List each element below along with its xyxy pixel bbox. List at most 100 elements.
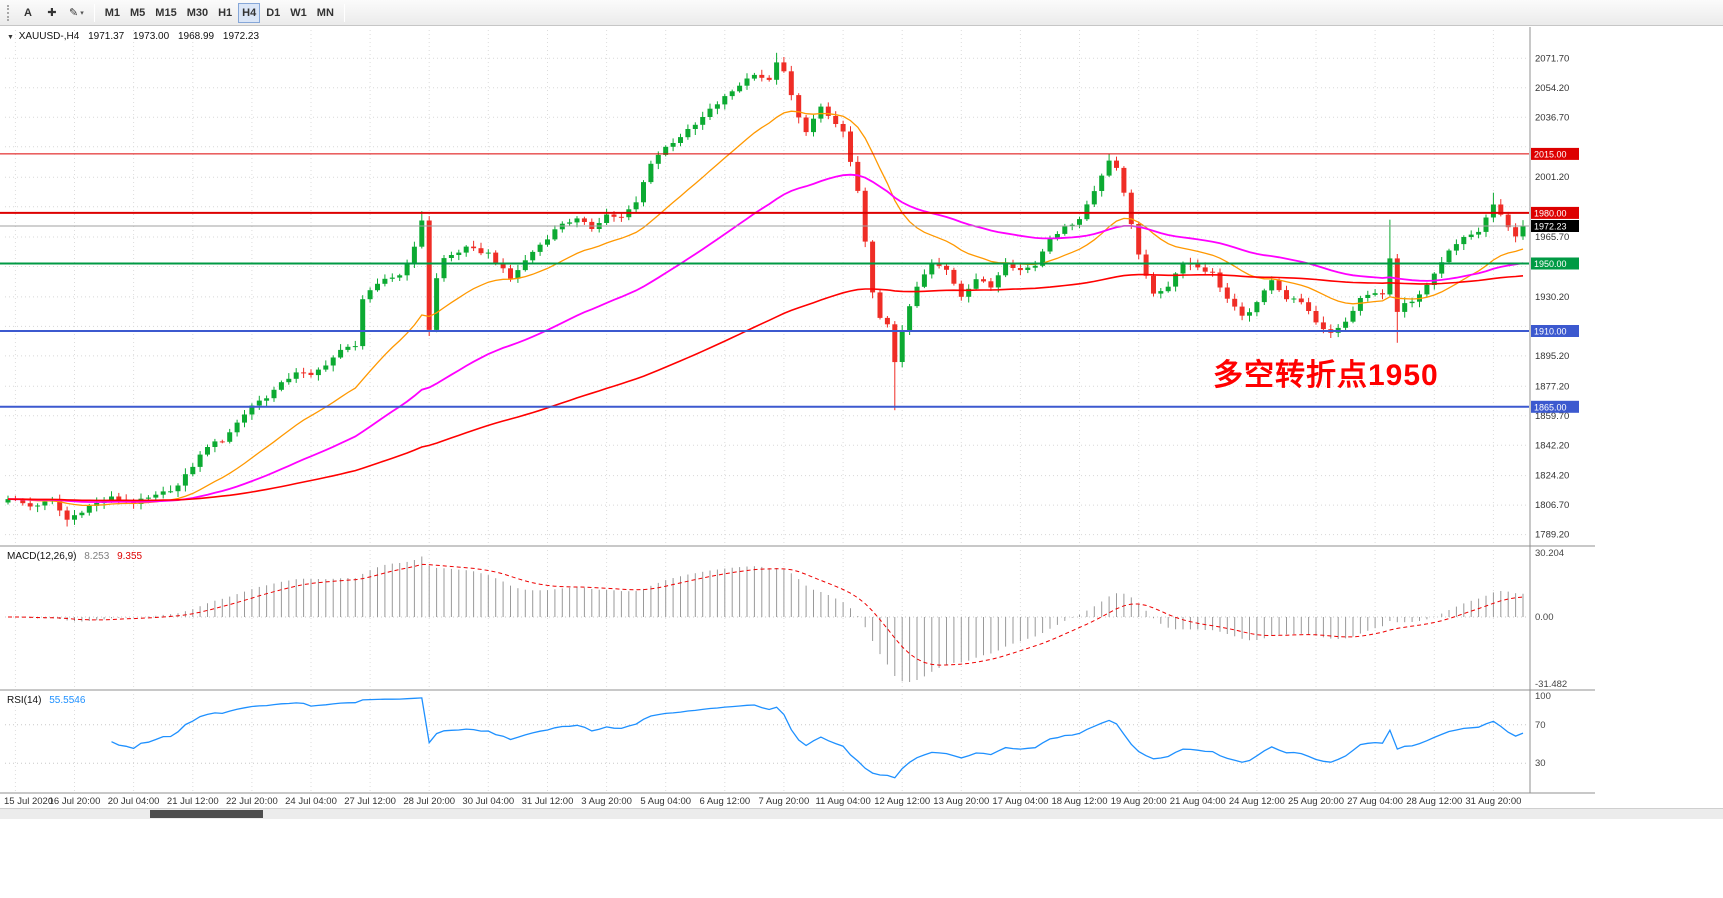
horizontal-level-lines[interactable] [0,153,1529,408]
price-tick-label: 1824.20 [1535,471,1569,482]
level-1910.00-box [1531,325,1579,337]
tool-buttons: A ✚ ✎ ▾ [16,3,89,23]
price-tick-label: 1789.20 [1535,530,1569,541]
grid [5,30,1529,792]
time-tick-label: 3 Aug 20:00 [581,796,632,807]
medium-ma-line [7,173,1524,503]
timeframe-button-d1[interactable]: D1 [266,6,281,19]
rsi-indicator-label: RSI(14) 55.5546 [7,695,90,706]
toolbar-separator [93,3,95,22]
time-tick-label: 22 Jul 20:00 [226,796,278,807]
level-1950.00-label: 1950.00 [1534,259,1567,269]
time-tick-label: 27 Jul 12:00 [344,796,396,807]
high-value: 1973.00 [133,31,170,42]
level-2015.00-label: 2015.00 [1534,149,1567,159]
time-tick-label: 7 Aug 20:00 [759,796,810,807]
slow-ma-line [7,273,1524,502]
level-2015.00-box [1531,147,1579,160]
price-tick-label: 1877.20 [1535,381,1569,392]
draw-tool-button[interactable]: ✎ ▾ [69,7,84,19]
time-tick-label: 19 Aug 20:00 [1111,796,1167,807]
time-tick-label: 6 Aug 12:00 [699,796,750,807]
macd-signal-value: 9.355 [117,551,143,562]
macd-signal-line [8,563,1524,666]
time-tick-label: 25 Aug 20:00 [1288,796,1344,807]
timeframe-button-m5[interactable]: M5 [130,6,146,19]
current-price-box [1531,220,1579,232]
toolbar-grip[interactable] [7,4,9,21]
time-tick-label: 28 Aug 12:00 [1406,796,1462,807]
rsi-axis-label: 30 [1535,758,1546,769]
level-1980.00-label: 1980.00 [1534,208,1567,218]
toolbar-separator [343,3,345,22]
timeframe-button-m30[interactable]: M30 [186,6,209,19]
time-tick-label: 16 Jul 20:00 [49,796,101,807]
close-value: 1972.23 [222,31,260,42]
time-tick-label: 28 Jul 20:00 [403,796,455,807]
chart-text-annotation[interactable]: 多空转折点1950 [1213,359,1439,392]
horizontal-scrollbar[interactable] [0,808,1723,819]
open-value: 1971.37 [88,31,125,42]
price-tick-label: 2071.70 [1535,53,1569,64]
timeframe-button-mn[interactable]: MN [316,6,334,19]
rsi-name: RSI(14) [7,695,42,706]
price-tick-label: 1965.70 [1535,232,1569,243]
scrollbar-thumb[interactable] [150,810,263,818]
price-axis[interactable]: 2071.70 2054.20 2036.70 2001.20 1965.70 1930.… [1531,53,1579,769]
current-price-label: 1972.23 [1534,222,1567,232]
toolbar: A ✚ ✎ ▾ M1 M5 M15 M30 H1 H4 D1 W1 MN [0,0,1723,26]
timeframe-button-w1[interactable]: W1 [290,6,307,19]
time-tick-label: 5 Aug 04:00 [640,796,691,807]
macd-indicator-label: MACD(12,26,9) 8.253 9.355 [7,551,147,562]
timeframe-button-m15[interactable]: M15 [155,6,177,19]
rsi-value: 55.5546 [49,695,86,706]
level-1865.00-box [1531,400,1579,413]
timeframe-button-m1[interactable]: M1 [104,6,121,19]
macd-main-value: 8.253 [84,551,110,562]
time-tick-label: 11 Aug 04:00 [815,796,870,807]
symbol-period-label: XAUUSD-,H4 [18,31,80,42]
chevron-down-icon: ▾ [80,9,84,17]
low-value: 1968.99 [177,31,215,42]
macd-axis-label: -31.482 [1535,679,1567,690]
timeframe-button-h4[interactable]: H4 [238,2,261,23]
price-tick-label: 1930.20 [1535,292,1569,303]
rsi-axis-label: 70 [1535,720,1546,731]
timeframe-button-h1[interactable]: H1 [218,6,233,19]
price-tick-label: 2036.70 [1535,112,1569,123]
pane-separators[interactable] [0,27,1595,794]
time-tick-label: 24 Aug 12:00 [1229,796,1285,807]
level-1910.00-label: 1910.00 [1534,327,1567,337]
moving-averages [7,110,1524,507]
price-tick-label: 1806.70 [1535,500,1569,511]
level-1950.00-box [1531,257,1579,270]
macd-pane [5,556,1529,682]
timeframe-buttons: M1 M5 M15 M30 H1 H4 D1 W1 MN [100,2,339,23]
price-tick-label: 1895.20 [1535,351,1569,362]
time-tick-label: 15 Jul 2020 [4,796,53,807]
time-tick-label: 13 Aug 20:00 [933,796,989,807]
time-tick-label: 31 Aug 20:00 [1465,796,1521,807]
time-tick-label: 21 Jul 12:00 [167,796,219,807]
time-tick-label: 27 Aug 04:00 [1347,796,1403,807]
time-tick-label: 18 Aug 12:00 [1052,796,1108,807]
crosshair-tool-button[interactable]: ✚ [47,7,57,19]
time-tick-label: 20 Jul 04:00 [108,796,160,807]
text-tool-button[interactable]: A [24,6,32,19]
time-tick-label: 17 Aug 04:00 [992,796,1048,807]
time-tick-label: 24 Jul 04:00 [285,796,337,807]
price-tick-label: 2054.20 [1535,83,1569,94]
time-tick-label: 21 Aug 04:00 [1170,796,1226,807]
candlestick-series [5,52,1526,527]
price-tick-label: 1859.70 [1535,411,1569,422]
rsi-pane [5,697,1529,779]
level-1865.00-label: 1865.00 [1534,402,1567,412]
price-tick-label: 2001.20 [1535,172,1569,183]
symbol-dropdown-icon[interactable]: ▼ [7,34,14,41]
time-tick-label: 12 Aug 12:00 [874,796,930,807]
macd-axis-label: 30.204 [1535,548,1564,559]
rsi-axis-label: 100 [1535,691,1551,702]
fast-ma-line [7,110,1524,507]
